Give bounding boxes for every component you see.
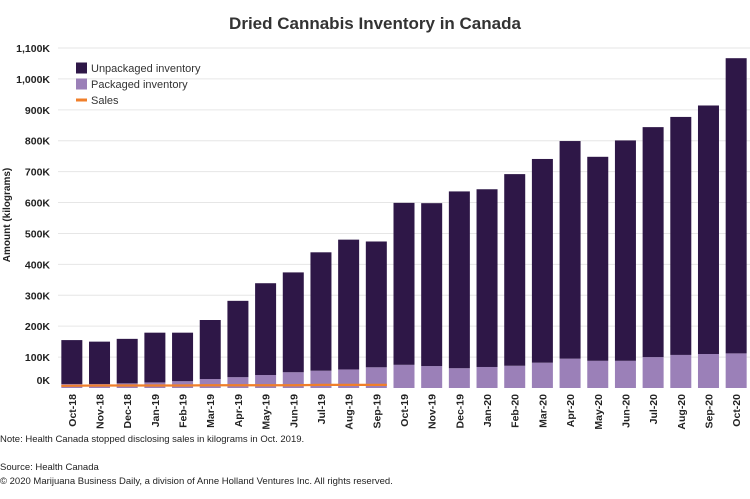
bar-unpackaged (255, 283, 277, 376)
x-tick-label: Jan-20 (482, 394, 494, 427)
bars (61, 58, 747, 388)
x-tick-label: Jun-20 (620, 394, 632, 428)
y-tick-label: 900K (25, 105, 51, 117)
x-tick-label: Jan-19 (150, 394, 162, 427)
bar-packaged (559, 358, 581, 388)
legend-label: Packaged inventory (91, 79, 188, 91)
bar-unpackaged (338, 239, 360, 370)
bar-unpackaged (116, 338, 138, 384)
bar-unpackaged (61, 340, 83, 384)
bar-packaged (531, 362, 553, 388)
x-tick-label: Sep-20 (703, 394, 715, 429)
bar-unpackaged (393, 202, 415, 365)
legend-swatch (76, 98, 87, 102)
sales-line (61, 383, 387, 387)
sales-line-path (61, 383, 387, 387)
x-axis-ticks: Oct-18 Nov-18 Dec-18 Jan-19 Feb-19 Mar-19 Apr-… (67, 394, 743, 430)
bar-unpackaged (365, 241, 387, 368)
legend-swatch (76, 62, 87, 74)
legend-swatch (76, 78, 87, 90)
bar-unpackaged (614, 140, 636, 361)
y-tick-label: 700K (25, 167, 51, 179)
bar-unpackaged (531, 158, 553, 363)
y-tick-label: 500K (25, 228, 51, 240)
y-axis-label: Amount (kilograms) (2, 168, 13, 262)
legend: Unpackaged inventory Packaged inventory Sa… (76, 62, 201, 107)
y-tick-label: 0K (37, 375, 51, 387)
legend-label: Unpackaged inventory (91, 63, 201, 75)
bar-packaged (476, 366, 498, 388)
x-tick-label: Oct-20 (731, 394, 743, 427)
legend-label: Sales (91, 95, 119, 107)
bar-unpackaged (172, 332, 194, 382)
x-tick-label: Aug-20 (676, 394, 688, 430)
bar-unpackaged (670, 116, 692, 355)
bar-packaged (697, 354, 719, 388)
bar-unpackaged (310, 252, 332, 371)
x-tick-label: Aug-19 (344, 394, 356, 430)
x-tick-label: Nov-18 (95, 394, 107, 429)
x-tick-label: Mar-19 (205, 394, 217, 428)
copyright-text: © 2020 Marijuana Business Daily, a divis… (0, 476, 393, 487)
bar-unpackaged (476, 189, 498, 367)
bar-packaged (421, 366, 443, 388)
bar-packaged (282, 372, 304, 388)
bar-packaged (642, 357, 664, 388)
bar-unpackaged (282, 272, 304, 373)
bar-unpackaged (559, 141, 581, 359)
bar-packaged (504, 365, 526, 388)
bar-packaged (614, 360, 636, 388)
bar-packaged (199, 379, 221, 388)
y-tick-label: 1,000K (16, 74, 50, 86)
x-tick-label: Jun-19 (288, 394, 300, 428)
bar-unpackaged (448, 191, 470, 369)
bar-packaged (310, 370, 332, 388)
y-tick-label: 300K (25, 290, 51, 302)
y-tick-label: 1,100K (16, 43, 50, 55)
x-tick-label: May-19 (261, 394, 273, 430)
x-tick-label: Dec-19 (454, 394, 466, 429)
bar-unpackaged (587, 156, 609, 361)
bar-unpackaged (725, 58, 747, 354)
note-text: Note: Health Canada stopped disclosing s… (0, 434, 305, 445)
y-tick-label: 400K (25, 259, 51, 271)
bar-packaged (670, 354, 692, 388)
x-tick-label: Apr-20 (565, 394, 577, 427)
bar-unpackaged (144, 332, 166, 383)
bar-unpackaged (227, 300, 249, 378)
x-tick-label: Jul-20 (648, 394, 660, 425)
x-tick-label: Jul-19 (316, 394, 328, 425)
bar-packaged (587, 360, 609, 388)
x-tick-label: Oct-18 (67, 394, 79, 427)
x-tick-label: Feb-19 (178, 394, 190, 428)
y-tick-label: 800K (25, 136, 51, 148)
x-tick-label: Feb-20 (510, 394, 522, 428)
bar-unpackaged (697, 105, 719, 354)
source-text: Source: Health Canada (0, 462, 99, 473)
x-tick-label: Dec-18 (122, 394, 134, 429)
bar-packaged (725, 353, 747, 388)
x-tick-label: Sep-19 (371, 394, 383, 429)
y-axis-ticks: 0K 100K 200K 300K 400K 500K 600K 700K 800K 900K 1,… (16, 43, 50, 387)
bar-packaged (448, 368, 470, 388)
bar-unpackaged (199, 320, 221, 380)
x-tick-label: Nov-19 (427, 394, 439, 429)
x-tick-label: Oct-19 (399, 394, 411, 427)
x-tick-label: Mar-20 (537, 394, 549, 428)
x-tick-label: May-20 (593, 394, 605, 430)
bar-packaged (393, 364, 415, 388)
bar-packaged (227, 377, 249, 388)
bar-unpackaged (642, 127, 664, 358)
bar-unpackaged (89, 341, 111, 384)
y-tick-label: 600K (25, 198, 51, 210)
chart-title: Dried Cannabis Inventory in Canada (229, 14, 521, 33)
bar-unpackaged (504, 174, 526, 366)
y-tick-label: 200K (25, 321, 51, 333)
bar-packaged (365, 367, 387, 388)
bar-packaged (338, 369, 360, 388)
bar-unpackaged (421, 203, 443, 367)
y-tick-label: 100K (25, 352, 51, 364)
x-tick-label: Apr-19 (233, 394, 245, 427)
